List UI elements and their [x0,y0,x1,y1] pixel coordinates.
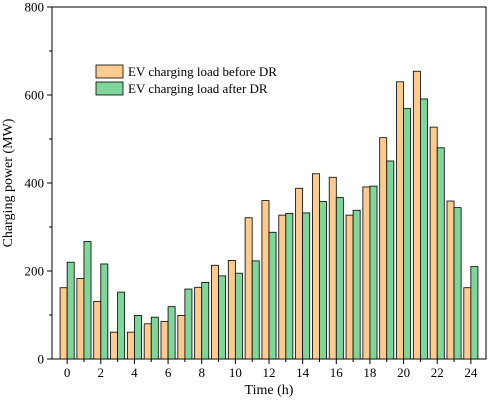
bar-before-dr-21 [412,70,421,360]
bar-before-dr-1 [76,278,85,360]
bar-before-dr-10 [227,260,236,360]
bar-after-dr-10 [234,272,243,360]
bar-after-dr-8 [201,282,210,360]
bar-after-dr-2 [100,263,109,360]
bar-before-dr-24 [463,287,472,360]
bar-after-dr-14 [302,212,311,360]
bar-before-dr-4 [126,331,135,360]
bar-before-dr-23 [446,200,455,360]
legend-label-after: EV charging load after DR [128,81,268,96]
bar-before-dr-19 [379,137,388,360]
x-tick-label-14: 14 [296,365,310,380]
bar-after-dr-6 [167,306,176,360]
bar-after-dr-12 [268,231,277,360]
bar-before-dr-2 [93,300,102,360]
y-axis-ticks: 0 200 400 600 800 [25,0,52,367]
bar-after-dr-3 [117,291,126,360]
bar-before-dr-9 [211,264,219,360]
bar-before-dr-8 [194,286,203,360]
bar-after-dr-5 [150,316,159,360]
bar-after-dr-0 [66,261,75,360]
y-tick-label-0: 0 [38,352,45,367]
bar-before-dr-15 [311,173,320,360]
bar-after-dr-19 [386,160,395,360]
x-tick-label-20: 20 [397,365,410,380]
bar-after-dr-9 [218,275,226,360]
bar-after-dr-1 [83,241,92,360]
x-tick-label-6: 6 [165,365,172,380]
bar-before-dr-22 [429,126,438,360]
x-axis-ticks: 0 2 4 6 8 10 12 14 16 18 20 22 24 [64,359,478,380]
x-tick-label-24: 24 [464,365,478,380]
x-axis-title: Time (h) [245,383,294,398]
x-tick-label-10: 10 [229,365,242,380]
legend-swatch-before [95,64,124,79]
y-tick-label-800: 800 [25,0,45,15]
x-tick-label-0: 0 [64,365,71,380]
bar-after-dr-16 [335,197,344,360]
x-tick-label-12: 12 [263,365,276,380]
bar-before-dr-6 [160,321,169,360]
bar-before-dr-3 [110,331,119,360]
y-axis-title: Charging power (MW) [1,118,16,247]
x-tick-label-18: 18 [363,365,376,380]
legend-label-before: EV charging load before DR [128,64,277,79]
x-tick-label-8: 8 [198,365,205,380]
bar-before-dr-13 [278,214,287,360]
x-tick-label-16: 16 [330,365,344,380]
bar-after-dr-24 [470,266,479,360]
bar-before-dr-18 [362,186,371,360]
bar-after-dr-23 [453,207,462,360]
bar-after-dr-20 [403,108,412,360]
bar-after-dr-7 [184,288,193,360]
x-tick-label-2: 2 [98,365,105,380]
legend-swatch-after [95,81,124,96]
bar-before-dr-12 [261,200,270,360]
bar-after-dr-11 [251,260,260,360]
bar-after-dr-18 [369,185,378,360]
bar-after-dr-13 [285,212,294,360]
bar-before-dr-11 [244,217,253,360]
bar-before-dr-14 [295,187,304,360]
bar-before-dr-17 [345,214,354,360]
bar-before-dr-0 [59,287,68,360]
bar-before-dr-7 [177,315,186,360]
x-tick-label-4: 4 [131,365,138,380]
bar-after-dr-4 [134,315,142,360]
legend: EV charging load before DR EV charging l… [95,64,277,96]
y-tick-label-200: 200 [25,264,45,279]
y-tick-label-600: 600 [25,88,45,103]
y-tick-label-400: 400 [25,176,45,191]
bar-after-dr-17 [352,209,361,360]
bar-before-dr-16 [328,176,337,360]
bar-before-dr-20 [396,81,404,360]
bar-after-dr-22 [436,147,445,360]
bars-group [59,70,479,360]
bar-after-dr-21 [419,98,428,360]
x-tick-label-22: 22 [431,365,444,380]
bar-after-dr-15 [319,201,327,360]
bar-before-dr-5 [143,323,152,360]
